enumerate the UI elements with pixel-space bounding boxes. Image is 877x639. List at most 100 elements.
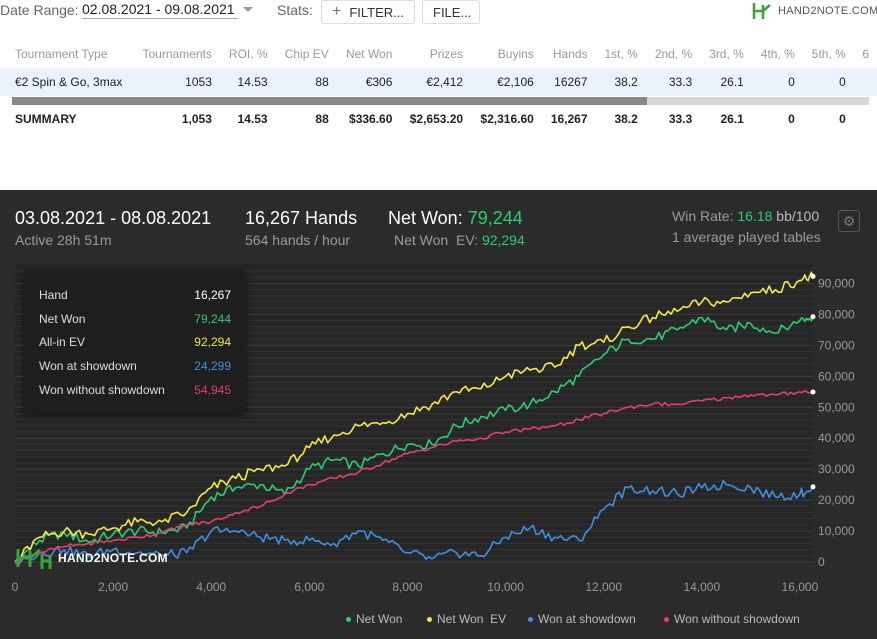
logo-icon xyxy=(16,548,52,569)
legend-label: Net Won xyxy=(356,612,403,626)
summary-cell: SUMMARY xyxy=(15,112,77,126)
table-cell: 0 xyxy=(802,68,854,96)
table-cell: €2,106 xyxy=(471,68,542,96)
column-header[interactable]: 2nd, % xyxy=(654,47,693,61)
tooltip-label: Hand xyxy=(39,288,68,302)
date-range-select[interactable]: 02.08.2021 - 09.08.2021 xyxy=(82,1,238,19)
column-header[interactable]: 1st, % xyxy=(604,47,638,61)
chevron-down-icon[interactable] xyxy=(243,7,253,12)
y-tick-label: 70,000 xyxy=(818,338,855,352)
tooltip-value: 16,267 xyxy=(194,288,231,302)
session-dates: 03.08.2021 - 08.08.2021 xyxy=(15,208,212,228)
watermark: HAND2NOTE.COM xyxy=(14,545,168,571)
column-header[interactable]: 4th, % xyxy=(760,47,795,61)
watermark-text: HAND2NOTE.COM xyxy=(58,551,168,565)
x-tick-label: 6,000 xyxy=(294,580,324,594)
legend-label: Won at showdown xyxy=(538,612,636,626)
y-tick-label: 80,000 xyxy=(818,307,855,321)
column-header[interactable]: Buyins xyxy=(497,47,534,61)
table-cell: 33.3 xyxy=(645,68,701,96)
series-line-net-won xyxy=(14,316,814,563)
tooltip-label: Net Won xyxy=(39,311,86,326)
file-button-label: FILE... xyxy=(433,4,472,20)
x-tick-label: 2,000 xyxy=(98,580,128,594)
summary-cell: 33.3 xyxy=(668,112,693,126)
column-header[interactable]: Chip EV xyxy=(284,47,329,61)
net-won-header: Net Won: 79,244 xyxy=(388,208,523,229)
y-tick-label: 50,000 xyxy=(818,400,855,414)
summary-cell: $2,653.20 xyxy=(409,112,464,126)
x-tick-label: 14,000 xyxy=(683,580,720,594)
table-cell: €2,412 xyxy=(400,68,472,96)
y-tick-label: 10,000 xyxy=(818,524,855,538)
series-line-net-won-ev xyxy=(14,271,814,563)
y-tick-label: 20,000 xyxy=(818,493,855,507)
legend-non-showdown[interactable]: Won without showdown xyxy=(664,612,800,626)
logo: HAND2NOTE.COM xyxy=(752,0,877,22)
summary-cell: 14.53 xyxy=(237,112,268,126)
tooltip-label: All-in EV xyxy=(39,335,86,350)
table-row[interactable]: €2 Spin & Go, 3max 1053 14.53 88 €306 €2,412 €… xyxy=(0,68,877,96)
tooltip-label: Won at showdown xyxy=(39,359,137,374)
x-tick-label: 4,000 xyxy=(196,580,226,594)
summary-cell: 88 xyxy=(315,112,329,126)
horizontal-scrollbar[interactable] xyxy=(12,97,869,105)
filter-button-label: FILTER... xyxy=(349,4,404,20)
y-tick-label: 90,000 xyxy=(818,276,855,290)
tooltip-row: Hand 16,267 xyxy=(39,288,231,302)
summary-cell: $336.60 xyxy=(349,112,393,126)
y-tick-label: 0 xyxy=(818,555,825,569)
column-header[interactable]: Tournament Type xyxy=(15,47,108,61)
table-cell: €2 Spin & Go, 3max xyxy=(0,68,133,96)
table-cell: 38.2 xyxy=(595,68,646,96)
column-header[interactable]: Hands xyxy=(552,47,588,61)
table-cell: 88 xyxy=(275,68,337,96)
win-rate-value: 16.18 xyxy=(737,208,773,224)
column-header[interactable]: ROI, % xyxy=(228,47,268,61)
column-header[interactable]: 5th, % xyxy=(811,47,846,61)
column-header[interactable]: Net Won xyxy=(345,47,393,61)
logo-text: HAND2NOTE.COM xyxy=(778,5,877,17)
net-won-value: 79,244 xyxy=(467,208,523,228)
date-range-label: Date Range: xyxy=(0,2,79,18)
column-header[interactable]: Tournaments xyxy=(142,47,212,61)
session-hands: 16,267 Hands xyxy=(245,208,358,228)
summary-cell: 26.1 xyxy=(720,112,744,126)
legend-dot xyxy=(664,616,669,622)
column-header[interactable]: Prizes xyxy=(429,47,464,61)
filter-button[interactable]: + FILTER... xyxy=(321,0,415,24)
tooltip-value: 24,299 xyxy=(194,359,231,374)
table-header: Tournament Type Tournaments ROI, % Chip EV N… xyxy=(0,40,877,68)
gear-icon[interactable]: ⚙ xyxy=(838,210,860,232)
legend-net-won[interactable]: Net Won xyxy=(346,612,402,626)
file-button[interactable]: FILE... xyxy=(422,0,480,24)
session-active: Active 28h 51m xyxy=(15,232,112,248)
chart-tooltip: Hand 16,267 Net Won 79,244 All-in EV 92,294 Wo… xyxy=(24,271,246,413)
x-tick-label: 8,000 xyxy=(392,580,422,594)
stats-label: Stats: xyxy=(277,2,313,18)
table-cell: 16267 xyxy=(541,68,596,96)
series-end-point xyxy=(810,273,816,279)
tooltip-value: 54,945 xyxy=(194,382,231,397)
legend-showdown[interactable]: Won at showdown xyxy=(528,612,636,626)
legend-net-won-ev[interactable]: Net Won EV xyxy=(427,612,506,626)
legend-label: Net Won EV xyxy=(437,612,507,626)
summary-cell: 16,267 xyxy=(550,112,588,126)
column-header[interactable]: 3rd, % xyxy=(709,47,744,61)
series-end-point xyxy=(810,314,816,320)
session-hands-rate: 564 hands / hour xyxy=(245,232,351,248)
scrollbar-thumb[interactable] xyxy=(12,97,647,105)
win-rate-unit: bb/100 xyxy=(776,208,820,224)
win-rate-label: Win Rate: xyxy=(672,208,734,224)
toolbar: Date Range: 02.08.2021 - 09.08.2021 Stat… xyxy=(0,0,877,40)
net-won-ev-header: Net Won EV: 92,294 xyxy=(394,232,525,248)
win-rate: Win Rate: 16.18 bb/100 xyxy=(672,208,819,224)
series-line-showdown xyxy=(14,479,814,566)
column-header[interactable]: 6 xyxy=(862,47,869,61)
plus-icon: + xyxy=(332,3,342,20)
legend-label: Won without showdown xyxy=(674,612,800,626)
series-line-non-showdown xyxy=(14,390,814,563)
tooltip-value: 92,294 xyxy=(194,335,231,350)
tooltip-row: Net Won 79,244 xyxy=(39,312,231,326)
tables-played: 1 average played tables xyxy=(672,229,821,245)
